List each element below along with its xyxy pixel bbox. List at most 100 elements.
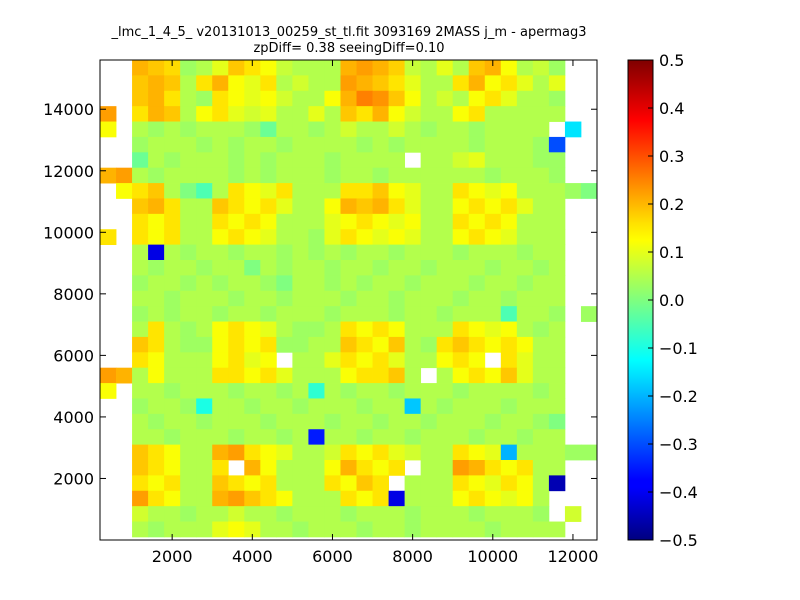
heatmap-cell	[356, 60, 373, 76]
colorbar-axis: −0.5 −0.4 −0.3 −0.2 −0.1 0.0 0.1 0.2 0.3 0.4 0.5	[648, 51, 698, 550]
colorbar-tick-label: 0.2	[659, 195, 684, 214]
heatmap-cell	[260, 383, 277, 399]
heatmap-cell	[356, 490, 373, 507]
heatmap-cell	[372, 444, 389, 461]
heatmap-cell	[132, 75, 149, 92]
heatmap-cell	[516, 398, 534, 415]
y-tick-label: 10000	[43, 223, 94, 242]
heatmap-cell	[516, 506, 534, 522]
heatmap-cell	[324, 152, 341, 169]
heatmap-cell	[180, 152, 197, 169]
heatmap-cell	[436, 152, 454, 169]
heatmap-cell	[548, 306, 566, 322]
heatmap-cell	[132, 90, 149, 107]
heatmap-cell	[292, 398, 309, 415]
heatmap-cell	[196, 321, 213, 338]
heatmap-cell	[516, 413, 534, 430]
y-tick-label: 12000	[43, 162, 94, 181]
heatmap-cell	[132, 413, 149, 430]
heatmap-cell	[484, 460, 502, 476]
heatmap-cell	[164, 383, 181, 399]
heatmap-cell	[276, 460, 293, 476]
heatmap-cell	[308, 444, 325, 461]
heatmap-cell	[180, 213, 197, 230]
heatmap-cell	[180, 167, 197, 184]
heatmap-cell	[308, 290, 325, 307]
heatmap-cell	[516, 60, 534, 76]
heatmap-cell	[484, 413, 502, 430]
heatmap-cell	[388, 398, 406, 415]
heatmap-cell	[436, 490, 454, 507]
heatmap-cell	[516, 383, 534, 399]
heatmap-cell	[340, 167, 357, 184]
heatmap-cell	[308, 521, 325, 538]
heatmap-cell	[212, 260, 229, 276]
heatmap-cell	[532, 352, 550, 369]
heatmap-cell	[372, 490, 389, 507]
heatmap-cell	[452, 106, 470, 122]
heatmap-cell	[452, 60, 470, 76]
heatmap-cell	[292, 475, 309, 492]
heatmap-cell	[164, 306, 181, 322]
heatmap-cell	[484, 290, 502, 307]
heatmap-cell	[532, 306, 550, 322]
heatmap-cell	[484, 336, 502, 353]
heatmap-cell	[500, 75, 518, 92]
heatmap-cell	[308, 506, 325, 522]
heatmap-cell	[324, 121, 341, 138]
heatmap-cell	[308, 490, 325, 507]
heatmap-cell	[404, 475, 422, 492]
heatmap-cell	[324, 506, 341, 522]
heatmap-cell	[500, 260, 518, 276]
heatmap-cell	[372, 460, 389, 476]
heatmap-cell	[548, 413, 566, 430]
heatmap-cell	[212, 429, 229, 446]
heatmap-cell	[356, 229, 373, 246]
heatmap-cell	[244, 521, 261, 538]
heatmap-cell	[436, 229, 454, 246]
heatmap-cell	[260, 290, 277, 307]
heatmap-cell	[484, 60, 502, 76]
heatmap-cell	[212, 352, 229, 369]
heatmap-cell	[100, 121, 117, 138]
heatmap-cell	[468, 106, 486, 122]
heatmap-cell	[212, 106, 229, 122]
heatmap-cell	[196, 429, 213, 446]
heatmap-cell	[164, 398, 181, 415]
heatmap-cell	[340, 506, 357, 522]
heatmap-cell	[292, 260, 309, 276]
heatmap-cell	[164, 244, 181, 261]
heatmap-cell	[548, 321, 566, 338]
heatmap-cell	[308, 106, 325, 122]
heatmap-cell	[420, 60, 438, 76]
heatmap-cell	[484, 198, 502, 215]
heatmap-cell	[260, 521, 277, 538]
heatmap-cell	[484, 429, 502, 446]
heatmap-cell	[420, 398, 438, 415]
heatmap-cell	[164, 260, 181, 276]
heatmap-cell	[420, 506, 438, 522]
heatmap-cell	[148, 490, 165, 507]
colorbar-tick-label: 0.3	[659, 147, 684, 166]
heatmap-cell	[388, 429, 406, 446]
heatmap-cell	[148, 136, 165, 153]
heatmap-cell	[500, 244, 518, 261]
heatmap-cell	[276, 198, 293, 215]
heatmap-cell	[484, 367, 502, 384]
heatmap-cell	[452, 90, 470, 107]
heatmap-cell	[148, 352, 165, 369]
heatmap-cell	[340, 106, 357, 122]
heatmap-cell	[436, 352, 454, 369]
heatmap-cell	[180, 121, 197, 138]
heatmap-cell	[548, 167, 566, 184]
heatmap-cell	[484, 136, 502, 153]
heatmap-cell	[324, 290, 341, 307]
heatmap-cell	[516, 475, 534, 492]
heatmap-cell	[388, 490, 406, 507]
heatmap-cell	[468, 475, 486, 492]
heatmap-cell	[260, 398, 277, 415]
heatmap-cell	[436, 167, 454, 184]
heatmap-cell	[484, 306, 502, 322]
heatmap-cell	[244, 136, 261, 153]
heatmap-cell	[148, 429, 165, 446]
